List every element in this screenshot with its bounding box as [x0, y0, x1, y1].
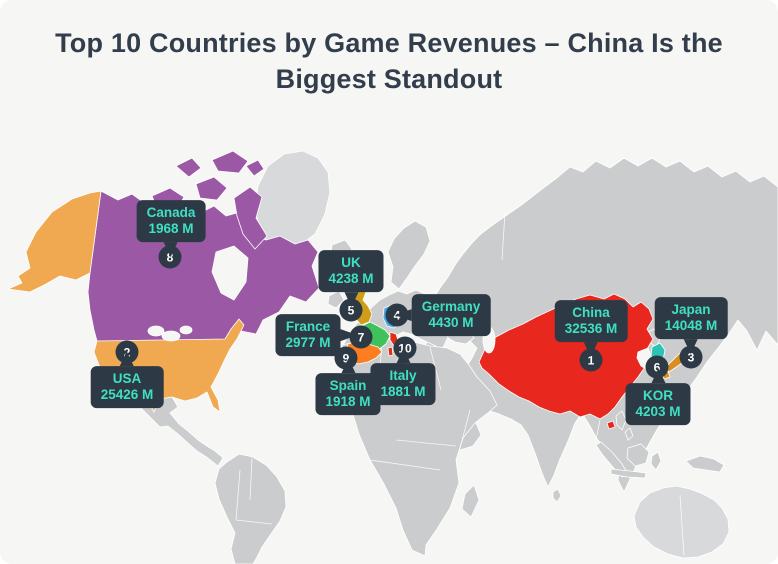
map-water-great-lakes: [147, 325, 165, 337]
page-title: Top 10 Countries by Game Revenues – Chin…: [55, 28, 723, 94]
map-region-sri-lanka: [552, 488, 562, 503]
callout-country-name: Italy: [389, 368, 417, 384]
callout-country-revenue: 2977 M: [285, 335, 331, 350]
map-region-alaska: [7, 190, 102, 293]
map-region-sumatra: [595, 441, 629, 478]
callout-china: China 32536 M: [554, 300, 628, 342]
callout-country-name: UK: [341, 255, 361, 271]
map-water-great-lakes: [179, 325, 193, 335]
callout-usa: USA 25426 M: [90, 366, 164, 408]
map-region-hainan: [606, 420, 616, 430]
callout-country-revenue: 4430 M: [428, 315, 474, 330]
callout-country-revenue: 4238 M: [328, 271, 374, 286]
callout-country-name: Canada: [146, 205, 196, 221]
callout-germany: Germany 4430 M: [411, 294, 491, 336]
callout-country-revenue: 32536 M: [564, 321, 618, 336]
callout-country-name: Germany: [421, 299, 481, 315]
map-water-great-lakes: [161, 330, 181, 342]
map-region-philippines: [615, 410, 634, 441]
map-region-south-america: [214, 453, 287, 564]
callout-italy: Italy 1881 M: [370, 363, 436, 405]
callout-country-revenue: 25426 M: [100, 387, 154, 402]
callout-country-name: France: [285, 319, 331, 335]
callout-country-name: USA: [112, 371, 142, 387]
callout-canada: Canada 1968 M: [136, 200, 206, 242]
map-region-new-guinea: [685, 455, 725, 473]
map-region-madagascar: [461, 484, 480, 518]
callout-kor: KOR 4203 M: [625, 383, 691, 425]
callout-country-name: Japan: [671, 302, 711, 318]
callout-uk: UK 4238 M: [318, 250, 384, 292]
map-region-greenland: [254, 150, 331, 248]
map-region-borneo: [626, 443, 650, 467]
callout-japan: Japan 14048 M: [654, 297, 728, 339]
callout-country-name: KOR: [643, 388, 673, 404]
callout-country-revenue: 1968 M: [148, 221, 194, 236]
callout-country-revenue: 1918 M: [325, 394, 371, 409]
callout-country-revenue: 1881 M: [380, 384, 426, 399]
callout-country-revenue: 14048 M: [664, 318, 718, 333]
map-region-scandinavia: [387, 220, 431, 290]
callout-country-name: Spain: [329, 378, 367, 394]
callout-country-revenue: 4203 M: [635, 404, 681, 419]
callout-france: France 2977 M: [275, 314, 341, 356]
callout-country-name: China: [572, 305, 610, 321]
map-region-sulawesi: [650, 451, 662, 471]
map-region-java: [610, 468, 647, 479]
map-water-hudson-bay: [211, 245, 249, 301]
